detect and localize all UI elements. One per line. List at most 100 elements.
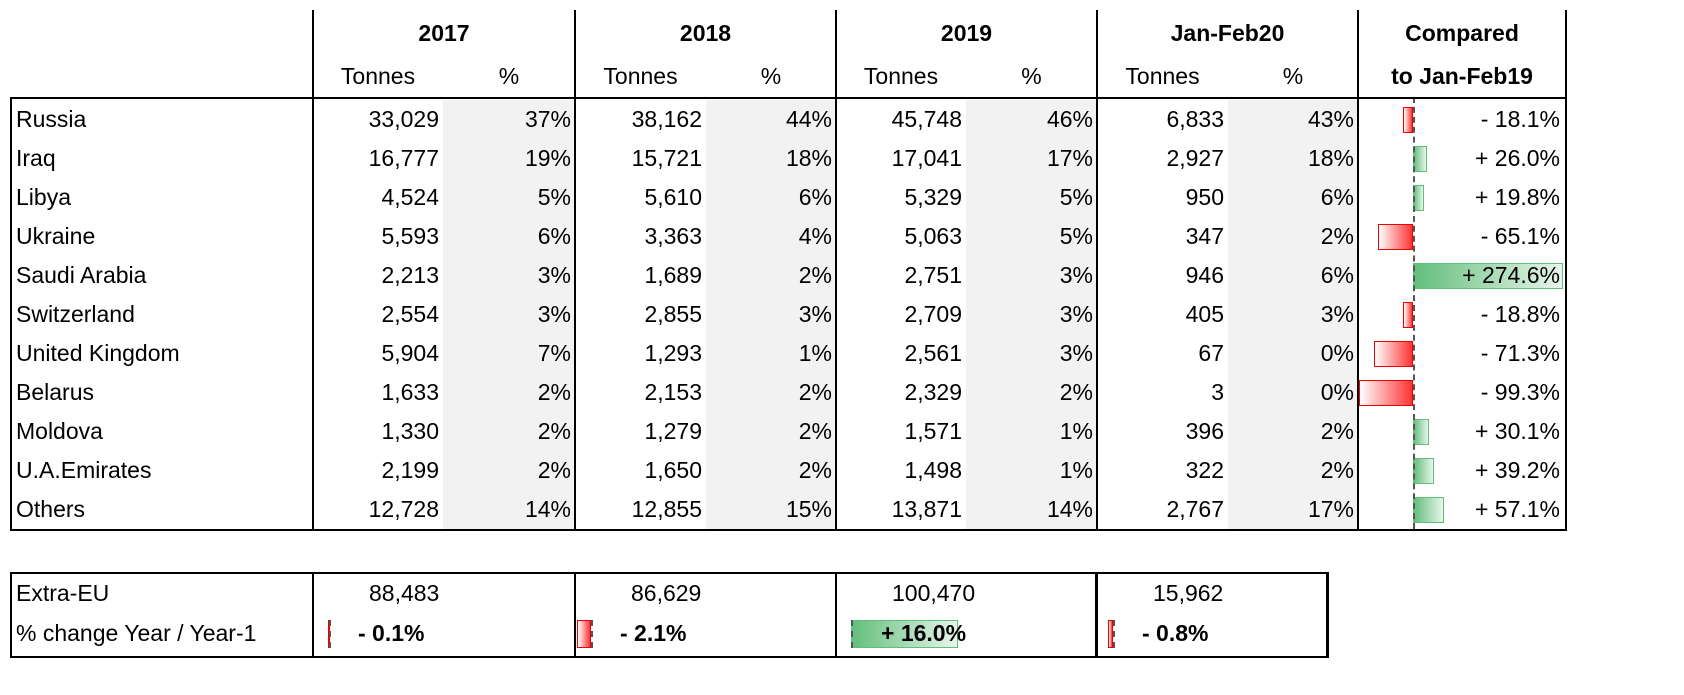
cell: 6% [1320, 184, 1354, 210]
cell: 17% [1307, 496, 1354, 522]
change: - 99.3% [1480, 379, 1560, 405]
cell-bg [706, 334, 836, 373]
change: + 16.0% [881, 620, 967, 646]
subheader: Tonnes [863, 63, 939, 89]
cell-bg [1228, 334, 1358, 373]
row-label: Libya [16, 184, 71, 210]
data-bar [851, 620, 959, 648]
change: - 65.1% [1480, 223, 1560, 249]
row-label: Saudi Arabia [16, 262, 147, 288]
cell: 19% [524, 145, 571, 171]
data-bar [1403, 107, 1413, 133]
data-bar [1377, 224, 1413, 250]
cell: 1,279 [644, 418, 702, 444]
cell: 405 [1185, 301, 1224, 327]
cell-bg [706, 217, 836, 256]
group-header: Jan-Feb20 [1170, 20, 1285, 46]
cell-bg [443, 256, 575, 295]
compared-header: Compared [1405, 20, 1519, 46]
cell: 2,153 [644, 379, 702, 405]
cell: 2,561 [904, 340, 962, 366]
data-bar [1402, 302, 1413, 328]
data-bar [1413, 497, 1445, 523]
compared-header: to Jan-Feb19 [1391, 63, 1533, 89]
cell: 12,728 [368, 496, 439, 522]
cell-bg [1228, 100, 1358, 139]
cell: 5,904 [381, 340, 439, 366]
cell: 5% [537, 184, 571, 210]
cell-bg [706, 373, 836, 412]
cell: 2% [1059, 379, 1093, 405]
subheader: % [1282, 63, 1304, 89]
row-label: Russia [16, 106, 87, 132]
row-label: Moldova [16, 418, 103, 444]
cell: 43% [1307, 106, 1354, 132]
row-label: Others [16, 496, 86, 522]
data-bar [1374, 341, 1413, 367]
cell: 2,855 [644, 301, 702, 327]
cell: 88,483 [369, 580, 440, 606]
cell: 2,554 [381, 301, 439, 327]
cell-bg [443, 490, 575, 529]
cell: 2% [798, 418, 832, 444]
subheader: % [498, 63, 520, 89]
border [312, 572, 314, 656]
border [10, 572, 12, 656]
cell-bg [1228, 490, 1358, 529]
cell: 14% [1046, 496, 1093, 522]
cell: 33,029 [368, 106, 439, 132]
cell-bg [966, 295, 1097, 334]
cell: 100,470 [892, 580, 976, 606]
border [1357, 10, 1359, 529]
cell: 3% [537, 262, 571, 288]
change: - 18.8% [1480, 301, 1560, 327]
cell: 6% [798, 184, 832, 210]
cell-bg [966, 139, 1097, 178]
cell: 2% [1320, 418, 1354, 444]
change: - 0.8% [1142, 620, 1209, 646]
cell: 3% [1059, 262, 1093, 288]
axis [329, 620, 331, 648]
cell: 322 [1185, 457, 1224, 483]
cell: 347 [1185, 223, 1224, 249]
border [574, 572, 576, 656]
cell: 5,063 [904, 223, 962, 249]
cell-bg [1228, 256, 1358, 295]
cell-bg [1228, 295, 1358, 334]
change: + 274.6% [1462, 262, 1560, 288]
cell: 1,330 [381, 418, 439, 444]
cell: 3 [1211, 379, 1224, 405]
cell: 1% [1059, 457, 1093, 483]
cell-bg [1228, 451, 1358, 490]
cell: 17% [1046, 145, 1093, 171]
cell: 37% [524, 106, 571, 132]
cell: 1,633 [381, 379, 439, 405]
cell: 38,162 [631, 106, 702, 132]
cell-bg [443, 217, 575, 256]
cell: 2,199 [381, 457, 439, 483]
cell: 2% [1320, 223, 1354, 249]
cell: 0% [1320, 379, 1354, 405]
cell-bg [966, 100, 1097, 139]
cell-bg [706, 100, 836, 139]
data-bar [1107, 620, 1113, 648]
cell: 18% [785, 145, 832, 171]
cell: 3% [1059, 340, 1093, 366]
row-label: Ukraine [16, 223, 96, 249]
cell: 1,571 [904, 418, 962, 444]
change: + 30.1% [1474, 418, 1560, 444]
change: - 18.1% [1480, 106, 1560, 132]
cell-bg [443, 178, 575, 217]
cell-bg [706, 412, 836, 451]
cell: 2,213 [381, 262, 439, 288]
cell: 45,748 [891, 106, 962, 132]
group-header: 2017 [418, 20, 470, 46]
cell: 6% [537, 223, 571, 249]
cell-bg [966, 334, 1097, 373]
cell-bg [966, 178, 1097, 217]
subheader: Tonnes [340, 63, 416, 89]
border [312, 10, 314, 529]
border [1095, 572, 1098, 658]
row-label: % change Year / Year-1 [16, 620, 257, 646]
cell: 2,709 [904, 301, 962, 327]
